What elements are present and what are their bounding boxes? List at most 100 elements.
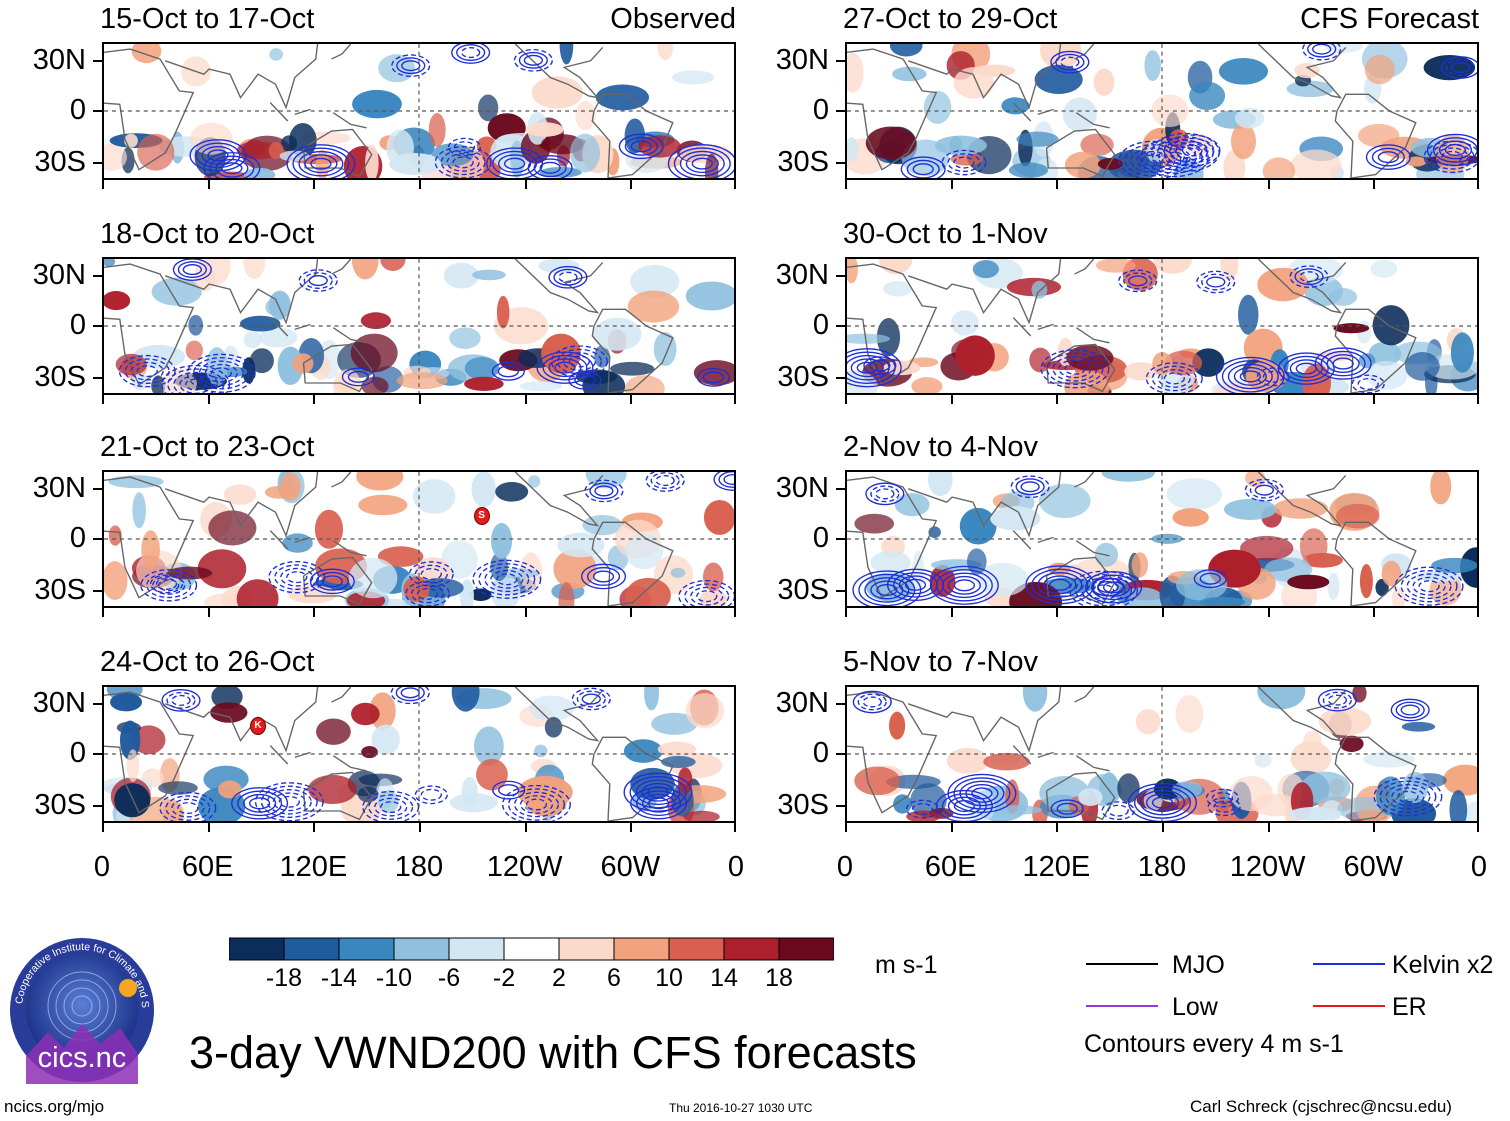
y-tick-label: 30S bbox=[777, 574, 829, 606]
x-tick-mark bbox=[1477, 608, 1479, 617]
reference-lines bbox=[847, 472, 1477, 606]
colorbar-tick-label: 14 bbox=[710, 964, 738, 992]
x-tick-mark bbox=[734, 180, 736, 189]
x-tick-mark bbox=[1477, 395, 1479, 404]
x-tick-mark bbox=[845, 395, 847, 404]
colorbar-tick-label: 10 bbox=[655, 964, 683, 992]
y-tick-mark bbox=[836, 538, 845, 540]
map-panel bbox=[845, 42, 1479, 180]
map-panel bbox=[845, 470, 1479, 608]
y-tick-label: 30N bbox=[32, 472, 86, 504]
x-tick-mark bbox=[630, 823, 633, 832]
y-tick-label: 30N bbox=[775, 687, 829, 719]
colorbar-swatch bbox=[723, 937, 780, 961]
cics-logo: Cooperative Institute for Climate and Sa… bbox=[5, 927, 156, 1084]
x-tick-mark bbox=[1056, 823, 1059, 832]
x-tick-label: 60W bbox=[600, 851, 661, 883]
x-tick-mark bbox=[419, 823, 421, 832]
x-tick-mark bbox=[1477, 823, 1479, 832]
x-tick-mark bbox=[524, 608, 527, 617]
contour-interval-note: Contours every 4 m s-1 bbox=[1084, 1030, 1344, 1058]
legend-label-kelvin: Kelvin x2 bbox=[1392, 951, 1494, 979]
coastlines bbox=[847, 44, 1417, 178]
y-tick-label: 30S bbox=[34, 789, 86, 821]
x-tick-label: 180 bbox=[394, 851, 444, 883]
vwind-anomaly-map bbox=[847, 472, 1477, 606]
colorbar-swatch bbox=[613, 937, 670, 961]
reference-lines bbox=[847, 259, 1477, 393]
x-tick-mark bbox=[734, 823, 736, 832]
y-tick-mark bbox=[93, 590, 102, 592]
kelvin-contours bbox=[189, 44, 734, 178]
x-tick-mark bbox=[630, 608, 633, 617]
x-tick-mark bbox=[845, 180, 847, 189]
x-tick-mark bbox=[207, 395, 210, 404]
panel-title: 15-Oct to 17-Oct bbox=[100, 3, 315, 35]
x-tick-mark bbox=[1373, 180, 1376, 189]
colorbar-swatch bbox=[448, 937, 505, 961]
panel-title: 30-Oct to 1-Nov bbox=[843, 218, 1048, 250]
x-tick-mark bbox=[419, 395, 421, 404]
colorbar-swatch bbox=[338, 937, 395, 961]
vwind-anomaly-map bbox=[847, 44, 1477, 178]
colorbar-tick-label: -18 bbox=[265, 964, 303, 992]
y-tick-mark bbox=[836, 488, 845, 490]
footer-link[interactable]: ncics.org/mjo bbox=[4, 1097, 105, 1116]
vwind-anomaly-map bbox=[847, 259, 1477, 393]
map-panel bbox=[102, 257, 736, 395]
x-tick-mark bbox=[950, 823, 953, 832]
x-tick-label: 180 bbox=[1137, 851, 1187, 883]
panel-title: 24-Oct to 26-Oct bbox=[100, 646, 315, 678]
y-tick-mark bbox=[93, 703, 102, 705]
x-tick-mark bbox=[207, 823, 210, 832]
legend-label-er: ER bbox=[1392, 993, 1427, 1021]
x-tick-mark bbox=[1162, 608, 1164, 617]
map-panel bbox=[845, 257, 1479, 395]
vwind-anomaly-map bbox=[104, 44, 734, 178]
x-tick-mark bbox=[1267, 823, 1270, 832]
y-tick-mark bbox=[836, 377, 845, 379]
x-tick-mark bbox=[845, 823, 847, 832]
footer-author: Carl Schreck (cjschrec@ncsu.edu) bbox=[1190, 1097, 1452, 1116]
contour-legend: MJO Kelvin x2 Low ER bbox=[1086, 950, 1506, 1020]
kelvin-contours bbox=[847, 265, 1385, 393]
panel-title: 21-Oct to 23-Oct bbox=[100, 431, 315, 463]
colorbar-swatch bbox=[283, 937, 340, 961]
x-tick-mark bbox=[1162, 180, 1164, 189]
y-tick-label: 30S bbox=[34, 361, 86, 393]
x-tick-mark bbox=[102, 608, 104, 617]
y-tick-mark bbox=[93, 538, 102, 540]
x-tick-mark bbox=[207, 180, 210, 189]
coastlines bbox=[104, 472, 674, 606]
map-panel bbox=[102, 470, 736, 608]
logo-name: cics.nc bbox=[38, 1042, 127, 1074]
y-tick-label: 30N bbox=[775, 472, 829, 504]
reference-lines bbox=[847, 687, 1477, 821]
x-tick-mark bbox=[524, 395, 527, 404]
y-tick-mark bbox=[93, 805, 102, 807]
y-tick-mark bbox=[836, 110, 845, 112]
y-tick-mark bbox=[836, 753, 845, 755]
x-tick-label: 60E bbox=[181, 851, 234, 883]
x-tick-mark bbox=[102, 180, 104, 189]
x-tick-label: 0 bbox=[727, 851, 745, 883]
y-tick-label: 30N bbox=[32, 259, 86, 291]
x-tick-label: 120E bbox=[279, 851, 348, 883]
footer-timestamp: Thu 2016-10-27 1030 UTC bbox=[669, 1101, 813, 1115]
y-tick-label: 30N bbox=[775, 44, 829, 76]
x-tick-label: 0 bbox=[836, 851, 854, 883]
x-tick-mark bbox=[1162, 395, 1164, 404]
main-title: 3-day VWND200 with CFS forecasts bbox=[189, 1027, 917, 1078]
x-tick-mark bbox=[950, 395, 953, 404]
tropical-cyclone-icon: S bbox=[473, 506, 490, 525]
y-tick-mark bbox=[836, 162, 845, 164]
y-tick-label: 30N bbox=[775, 259, 829, 291]
x-tick-mark bbox=[419, 608, 421, 617]
x-tick-mark bbox=[313, 608, 316, 617]
colorbar-swatch bbox=[668, 937, 725, 961]
colorbar-tick-label: 18 bbox=[765, 964, 793, 992]
colorbar-swatch bbox=[778, 937, 835, 961]
x-tick-mark bbox=[1267, 395, 1270, 404]
coastlines bbox=[104, 44, 674, 178]
x-tick-label: 60W bbox=[1343, 851, 1404, 883]
